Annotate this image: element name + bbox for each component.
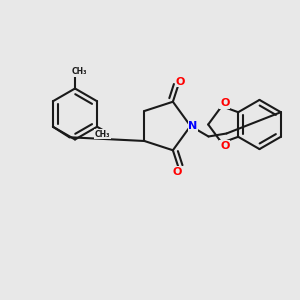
Text: O: O: [220, 98, 230, 108]
Text: CH₃: CH₃: [95, 130, 110, 139]
Text: O: O: [176, 77, 185, 87]
Text: CH₃: CH₃: [72, 68, 87, 76]
Text: N: N: [188, 121, 197, 131]
Text: O: O: [220, 141, 230, 151]
Text: O: O: [173, 167, 182, 177]
